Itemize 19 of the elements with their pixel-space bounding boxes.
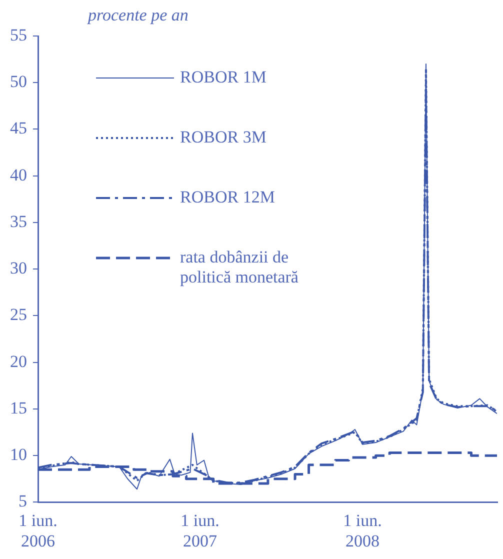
y-tick-label: 50 bbox=[10, 72, 27, 92]
y-tick-label: 5 bbox=[18, 492, 27, 511]
y-tick-label: 55 bbox=[10, 25, 27, 44]
legend-label: rata dobânzii de politică monetară bbox=[180, 247, 299, 286]
y-tick-label: 45 bbox=[10, 118, 27, 138]
y-tick-label: 25 bbox=[10, 305, 27, 324]
y-axis-title: procente pe an bbox=[87, 5, 188, 24]
x-tick-label: 1 iun. 2008 bbox=[343, 510, 382, 550]
y-tick-label: 35 bbox=[10, 212, 27, 231]
y-tick-label: 15 bbox=[10, 398, 27, 418]
legend-label: ROBOR 12M bbox=[180, 187, 275, 206]
x-tick-label: 1 iun. 2007 bbox=[180, 510, 220, 550]
y-tick-label: 40 bbox=[10, 165, 27, 184]
y-tick-label: 30 bbox=[10, 258, 27, 278]
legend-label: ROBOR 3M bbox=[180, 127, 266, 146]
x-tick-label: 1 iun. 2006 bbox=[18, 510, 58, 550]
y-tick-label: 10 bbox=[10, 445, 27, 464]
legend-label: ROBOR 1M bbox=[180, 67, 266, 86]
y-tick-label: 20 bbox=[10, 352, 27, 371]
